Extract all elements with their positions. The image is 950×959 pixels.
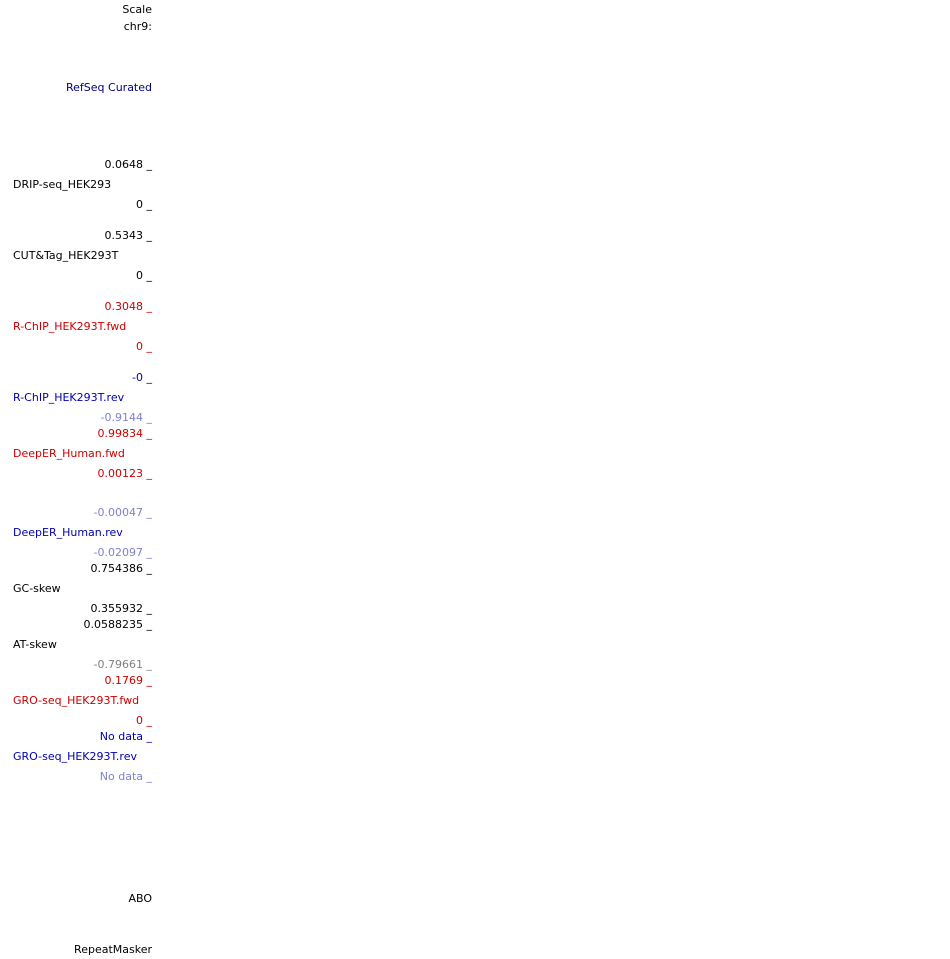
track-min: -0.79661 _ [93,658,152,671]
track-label[interactable]: RepeatMasker [74,943,152,956]
track-max: 0.3048 _ [104,300,153,313]
track-max: 0.99834 _ [97,427,152,440]
chrom-label: chr9: [123,20,152,33]
track-min: 0 _ [136,340,152,353]
track-label[interactable]: R-ChIP_HEK293T.fwd [13,320,127,333]
track-min: 0.00123 _ [97,467,152,480]
track-max: 0.5343 _ [104,229,153,242]
track-label[interactable]: RefSeq Curated [66,81,152,94]
track-min: -0.02097 _ [93,546,152,559]
track-label[interactable]: GC-skew [13,582,61,595]
track-label[interactable]: DeepER_Human.fwd [13,447,125,460]
track-label[interactable]: DeepER_Human.rev [13,526,123,539]
track-label[interactable]: DRIP-seq_HEK293 [13,178,112,191]
track-label[interactable]: AT-skew [13,638,57,651]
gene-label: ABO [128,892,152,905]
track-label[interactable]: CUT&Tag_HEK293T [13,249,119,262]
track-max: 0.0648 _ [104,158,153,171]
scale-label: Scale [122,3,152,16]
track-min: 0.355932 _ [90,602,152,615]
track-max: -0 _ [132,371,152,384]
track-max: 0.0588235 _ [83,618,152,631]
track-label[interactable]: R-ChIP_HEK293T.rev [13,391,125,404]
track-min: -0.9144 _ [100,411,152,424]
track-min: 0 _ [136,198,152,211]
track-label[interactable]: GRO-seq_HEK293T.rev [13,750,137,763]
track-min: 0 _ [136,269,152,282]
track-min: No data _ [99,770,152,783]
track-max: 0.754386 _ [90,562,152,575]
track-max: -0.00047 _ [93,506,152,519]
track-max: No data _ [99,730,152,743]
track-label[interactable]: GRO-seq_HEK293T.fwd [13,694,140,707]
track-max: 0.1769 _ [104,674,153,687]
track-min: 0 _ [136,714,152,727]
